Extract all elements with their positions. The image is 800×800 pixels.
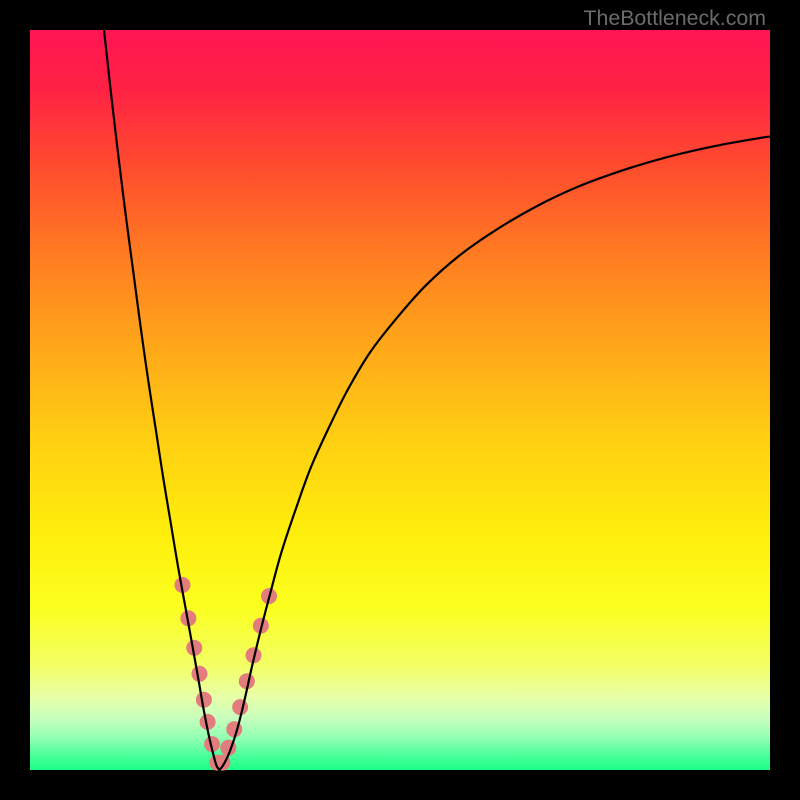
data-marker [192,666,207,681]
marker-group [175,578,277,771]
chart-frame: TheBottleneck.com [0,0,800,800]
plot-area [30,30,770,770]
watermark-text: TheBottleneck.com [583,6,766,31]
curves-svg [30,30,770,770]
data-marker [233,700,248,715]
right-branch-curve [219,137,770,770]
left-branch-curve [104,30,219,770]
